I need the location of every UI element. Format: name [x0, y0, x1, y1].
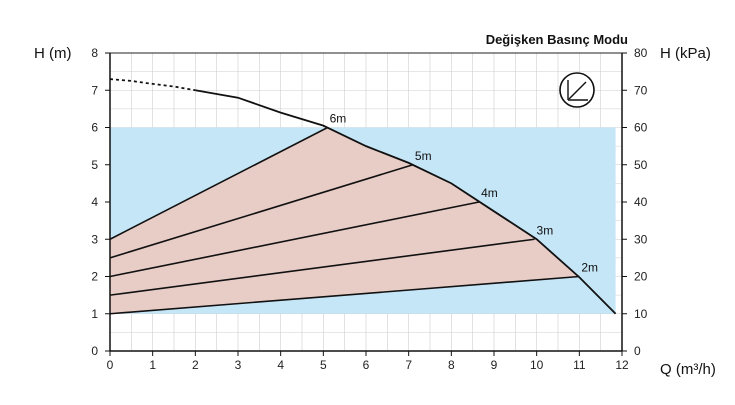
- y-tick-label-left: 3: [91, 232, 98, 246]
- control-area: [110, 127, 580, 314]
- x-tick-label: 6: [363, 358, 370, 372]
- series-label-4m: 4m: [481, 186, 498, 200]
- x-tick-label: 4: [277, 358, 284, 372]
- y-tick-label-left: 6: [91, 121, 98, 135]
- axes: [105, 52, 627, 356]
- y-tick-label-right: 50: [634, 158, 648, 172]
- x-tick-label: 11: [573, 358, 586, 372]
- y-axis-left-label: H (m): [34, 45, 72, 62]
- y-tick-label-right: 40: [634, 195, 648, 209]
- y-tick-label-left: 1: [91, 307, 98, 321]
- x-axis-label: Q (m³/h): [660, 361, 716, 378]
- series-line-2m: [109, 275, 580, 315]
- series-label-2m: 2m: [581, 261, 598, 275]
- y-tick-label-right: 0: [634, 344, 641, 358]
- x-tick-label: 1: [149, 358, 156, 372]
- series-label-5m: 5m: [415, 149, 432, 163]
- max-curve-dashed: [109, 78, 196, 92]
- series-line-3m: [109, 238, 535, 296]
- y-tick-label-left: 5: [91, 158, 98, 172]
- x-tick-label: 5: [320, 358, 327, 372]
- y-tick-label-right: 10: [634, 307, 648, 321]
- y-tick-label-left: 0: [91, 344, 98, 358]
- y-tick-label-right: 20: [634, 270, 648, 284]
- series-labels: 6m 5m 4m 3m 2m: [330, 112, 598, 275]
- x-tick-label: 2: [192, 358, 199, 372]
- proportional-pressure-icon: [559, 72, 595, 108]
- series-line-6m: [109, 126, 328, 240]
- y-axis-right-label: H (kPa): [660, 45, 711, 62]
- chart-title: Değişken Basınç Modu: [486, 32, 628, 47]
- x-tick-label: 7: [405, 358, 412, 372]
- y-tick-label-left: 2: [91, 270, 98, 284]
- series-label-3m: 3m: [537, 223, 554, 237]
- series-line-4m: [109, 201, 480, 278]
- x-tick-label: 0: [107, 358, 114, 372]
- x-tick-label: 10: [530, 358, 544, 372]
- y-tick-label-right: 30: [634, 232, 648, 246]
- series-lines: [109, 78, 617, 315]
- x-tick-label: 3: [235, 358, 242, 372]
- y-tick-label-left: 8: [91, 46, 98, 60]
- series-label-6m: 6m: [330, 112, 347, 126]
- x-tick-label: 12: [615, 358, 629, 372]
- y-tick-label-right: 60: [634, 121, 648, 135]
- x-tick-label: 9: [491, 358, 498, 372]
- y-tick-label-left: 4: [91, 195, 98, 209]
- tick-labels: 0 1 2 3 4 5 6 7 8 9 10 11 12012345678010203040506070…: [91, 46, 647, 372]
- y-tick-label-right: 80: [634, 46, 648, 60]
- y-tick-label-left: 7: [91, 83, 98, 97]
- max-curve: [195, 89, 617, 315]
- x-tick-label: 8: [448, 358, 455, 372]
- area-fills: [110, 127, 616, 314]
- series-line-5m: [109, 163, 414, 259]
- y-tick-label-right: 70: [634, 83, 648, 97]
